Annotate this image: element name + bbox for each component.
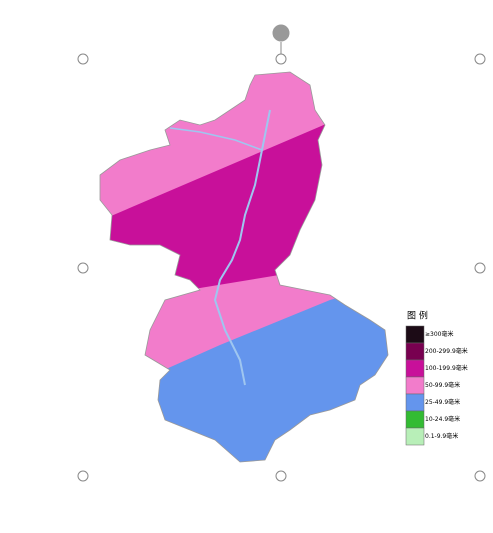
legend-swatch — [405, 393, 425, 412]
river — [213, 109, 271, 386]
legend-label: 100-199.9毫米 — [425, 364, 468, 372]
legend: ≥300毫米 200-299.9毫米 100-199.9毫米 50-99.9毫米 25-… — [405, 325, 468, 446]
legend-label: 10-24.9毫米 — [425, 415, 460, 423]
handle[interactable] — [474, 53, 486, 65]
legend-swatch — [405, 342, 425, 361]
map-outline — [99, 71, 389, 463]
legend-title: 图 例 — [407, 310, 428, 322]
handle[interactable] — [474, 470, 486, 482]
legend-label: ≥300毫米 — [425, 330, 453, 338]
handle[interactable] — [275, 470, 287, 482]
map — [100, 72, 388, 462]
legend-label: 0.1-9.9毫米 — [425, 432, 458, 440]
handle[interactable] — [474, 262, 486, 274]
rotate-handle[interactable] — [272, 24, 290, 42]
handle[interactable] — [77, 262, 89, 274]
legend-swatch — [405, 427, 425, 446]
legend-swatch — [405, 376, 425, 395]
handle[interactable] — [275, 53, 287, 65]
legend-label: 25-49.9毫米 — [425, 398, 460, 406]
legend-swatch — [405, 359, 425, 378]
legend-swatch — [405, 325, 425, 344]
river — [169, 127, 263, 151]
handle[interactable] — [77, 470, 89, 482]
legend-label: 50-99.9毫米 — [425, 381, 460, 389]
legend-label: 200-299.9毫米 — [425, 347, 468, 355]
legend-swatch — [405, 410, 425, 429]
selection-handles — [77, 24, 486, 482]
handle[interactable] — [77, 53, 89, 65]
